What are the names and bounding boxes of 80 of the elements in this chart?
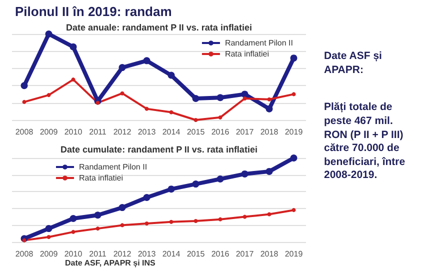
legend-label: Rata inflatiei bbox=[224, 50, 270, 58]
x-tick-label: 2008 bbox=[15, 250, 34, 258]
point bbox=[267, 212, 272, 216]
legend-label: Rata inflatiei bbox=[79, 174, 124, 182]
point bbox=[20, 82, 28, 90]
point bbox=[192, 180, 200, 188]
x-tick-label: 2017 bbox=[236, 128, 254, 136]
x-tick-label: 2015 bbox=[186, 128, 206, 136]
chart-subtitle: Date cumulate: randament P II vs. rata inflatiei bbox=[60, 144, 258, 154]
x-tick-label: 2019 bbox=[284, 128, 304, 136]
point bbox=[242, 214, 247, 219]
point bbox=[192, 95, 200, 102]
point bbox=[118, 204, 126, 212]
point bbox=[46, 93, 51, 98]
legend-label: Randament Pilon II bbox=[79, 162, 148, 172]
point bbox=[118, 64, 126, 72]
point bbox=[168, 72, 175, 79]
point bbox=[266, 168, 273, 175]
point bbox=[241, 170, 248, 178]
x-tick-label: 2017 bbox=[236, 250, 254, 258]
point bbox=[267, 97, 272, 102]
x-tick-label: 2011 bbox=[89, 250, 107, 258]
text: Plăți totale de peste 467 mil. RON (P II + P III) către 70.000 de beneficiari, între 2008-2019. bbox=[324, 101, 406, 184]
point bbox=[218, 115, 222, 120]
x-tick-label: 2013 bbox=[138, 250, 156, 258]
point bbox=[94, 212, 102, 219]
x-tick-label: 2011 bbox=[89, 128, 107, 136]
x-tick-label: 2009 bbox=[40, 128, 58, 136]
x-tick-label: 2012 bbox=[113, 128, 132, 136]
x-tick-label: 2018 bbox=[260, 128, 279, 136]
chart-subtitle: Date anuale: randament P II vs. rata inflatiei bbox=[66, 22, 252, 32]
point bbox=[290, 54, 298, 62]
x-tick-label: 2019 bbox=[284, 250, 304, 258]
x-tick-label: 2018 bbox=[260, 250, 279, 258]
point bbox=[120, 91, 124, 96]
point bbox=[22, 238, 26, 242]
x-tick-label: 2009 bbox=[40, 250, 58, 258]
x-tick-label: 2010 bbox=[64, 128, 83, 136]
point bbox=[71, 230, 76, 234]
point bbox=[168, 186, 175, 193]
legend-label: Randament Pilon II bbox=[224, 38, 294, 48]
x-tick-label: 2012 bbox=[113, 250, 132, 258]
point bbox=[169, 220, 174, 224]
point bbox=[70, 43, 77, 50]
point bbox=[169, 110, 174, 114]
point bbox=[216, 94, 224, 102]
point bbox=[216, 176, 224, 182]
chart-title: Pilonul II în 2019: randam bbox=[15, 4, 172, 19]
x-tick-label: 2014 bbox=[162, 128, 181, 136]
point bbox=[241, 90, 248, 98]
point bbox=[96, 226, 100, 231]
x-tick-label: 2008 bbox=[15, 128, 34, 136]
x-tick-label: 2010 bbox=[64, 250, 83, 258]
text: Date ASF, APAPR și INS bbox=[65, 258, 156, 268]
point bbox=[22, 100, 26, 104]
x-tick-label: 2016 bbox=[211, 128, 230, 136]
point bbox=[46, 234, 51, 239]
x-tick-label: 2014 bbox=[162, 250, 181, 258]
point bbox=[290, 154, 298, 162]
point bbox=[292, 208, 296, 212]
point bbox=[144, 222, 149, 226]
x-tick-label: 2016 bbox=[211, 250, 230, 258]
point bbox=[143, 194, 150, 201]
point bbox=[292, 92, 296, 96]
point bbox=[70, 214, 77, 222]
point bbox=[120, 223, 124, 228]
x-tick-label: 2015 bbox=[186, 250, 206, 258]
point bbox=[71, 78, 76, 82]
point bbox=[143, 57, 150, 64]
point bbox=[45, 225, 52, 232]
point bbox=[96, 100, 100, 105]
point bbox=[45, 30, 52, 38]
point bbox=[194, 118, 198, 122]
point bbox=[266, 105, 273, 112]
point bbox=[218, 217, 222, 222]
point bbox=[194, 219, 198, 223]
point bbox=[144, 106, 149, 111]
point bbox=[242, 96, 247, 100]
text: Date ASF și APAPR: bbox=[324, 50, 383, 78]
x-tick-label: 2013 bbox=[138, 128, 156, 136]
